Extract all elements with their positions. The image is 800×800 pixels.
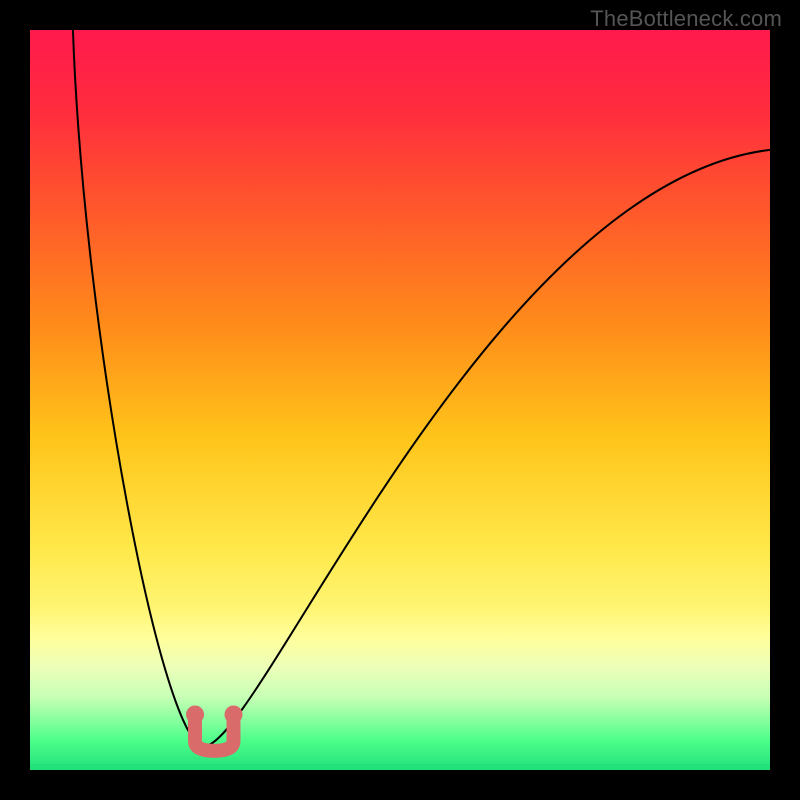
optimal-range-dot-left <box>186 706 204 724</box>
bottleneck-curve-chart <box>0 0 800 800</box>
chart-frame: TheBottleneck.com <box>0 0 800 800</box>
optimal-range-dot-right <box>225 706 243 724</box>
plot-background <box>30 30 770 770</box>
